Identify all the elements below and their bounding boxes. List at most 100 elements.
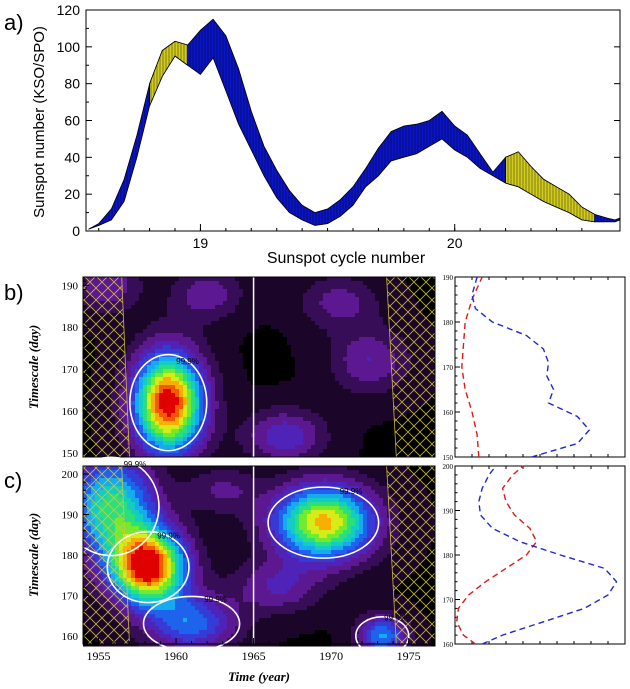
heatmap-cell	[263, 293, 268, 298]
heatmap-cell	[247, 321, 252, 326]
heatmap-cell	[311, 341, 316, 346]
heatmap-cell	[275, 293, 280, 298]
heatmap-cell	[219, 357, 224, 362]
heatmap-cell	[339, 305, 344, 310]
heatmap-cell	[311, 325, 316, 330]
heatmap-cell	[383, 317, 388, 322]
heatmap-cell	[215, 361, 220, 366]
heatmap-cell	[295, 369, 300, 374]
heatmap-cell	[131, 373, 136, 378]
heatmap-cell	[291, 397, 296, 402]
heatmap-cell	[151, 421, 156, 426]
heatmap-cell	[339, 433, 344, 438]
heatmap-cell	[359, 317, 364, 322]
heatmap-cell	[275, 289, 280, 294]
heatmap-cell	[343, 373, 348, 378]
heatmap-cell	[167, 341, 172, 346]
heatmap-cell	[315, 421, 320, 426]
heatmap-cell	[275, 417, 280, 422]
heatmap-cell	[147, 449, 152, 454]
heatmap-cell	[315, 301, 320, 306]
heatmap-cell	[131, 574, 136, 579]
heatmap-cell	[347, 393, 352, 398]
heatmap-cell	[295, 317, 300, 322]
side-ytick-label-1: 160	[443, 409, 454, 417]
heatmap-cell	[131, 333, 136, 338]
heatmap-cell	[387, 421, 392, 426]
heatmap-cell	[155, 566, 160, 571]
heatmap-cell	[383, 277, 388, 282]
heatmap-cell	[359, 421, 364, 426]
heatmap-cell	[231, 305, 236, 310]
heatmap-cell	[319, 429, 324, 434]
heatmap-cell	[195, 281, 200, 286]
heatmap-cell	[271, 401, 276, 406]
heatmap-cell	[227, 341, 232, 346]
heatmap-cell	[123, 297, 128, 302]
heatmap-cell	[295, 305, 300, 310]
heatmap-cell	[355, 409, 360, 414]
heatmap-cell	[295, 285, 300, 290]
heatmap-cell	[191, 281, 196, 286]
heatmap-cell	[367, 333, 372, 338]
heatmap-cell	[207, 401, 212, 406]
heatmap-cell	[151, 562, 156, 567]
heatmap-cell	[315, 445, 320, 450]
heatmap-cell	[371, 413, 376, 418]
heatmap-cell	[143, 542, 148, 547]
heatmap-cell	[383, 329, 388, 334]
heatmap-cell	[243, 293, 248, 298]
heatmap-cell	[331, 353, 336, 358]
heatmap-cell	[211, 409, 216, 414]
heatmap-cell	[143, 570, 148, 575]
heatmap-cell	[235, 397, 240, 402]
heatmap-cell	[191, 369, 196, 374]
heatmap-cell	[159, 474, 164, 479]
heatmap-cell	[319, 421, 324, 426]
heatmap-cell	[155, 586, 160, 591]
heatmap-cell	[375, 373, 380, 378]
heatmap-cell	[215, 377, 220, 382]
heatmap-cell	[171, 453, 176, 458]
heatmap-cell	[211, 337, 216, 342]
heatmap-cell	[135, 317, 140, 322]
heatmap-cell	[143, 357, 148, 362]
heatmap-cell	[371, 377, 376, 382]
heatmap-cell	[227, 345, 232, 350]
heatmap-cell	[363, 449, 368, 454]
heatmap-cell	[163, 405, 168, 410]
heatmap-cell	[195, 437, 200, 442]
heatmap-cell	[203, 409, 208, 414]
heatmap-cell	[131, 341, 136, 346]
heatmap-cell	[127, 558, 132, 563]
heatmap-cell	[231, 393, 236, 398]
heatmap-cell	[303, 293, 308, 298]
heatmap-cell	[187, 301, 192, 306]
heatmap-cell	[367, 357, 372, 362]
heatmap-cell	[139, 490, 144, 495]
side-ytick-label-4: 190	[443, 274, 454, 282]
heatmap-cell	[203, 381, 208, 386]
heatmap-cell	[147, 630, 152, 635]
heatmap-cell	[275, 453, 280, 458]
heatmap-cell	[183, 329, 188, 334]
heatmap-cell	[303, 413, 308, 418]
heatmap-cell	[159, 453, 164, 458]
heatmap-cell	[367, 281, 372, 286]
heatmap-cell	[323, 453, 328, 458]
heatmap-cell	[255, 317, 260, 322]
heatmap-cell	[327, 329, 332, 334]
heatmap-cell	[255, 397, 260, 402]
heatmap-cell	[171, 417, 176, 422]
heatmap-cell	[195, 305, 200, 310]
heatmap-cell	[243, 361, 248, 366]
heatmap-cell	[215, 405, 220, 410]
heatmap-cell	[335, 345, 340, 350]
heatmap-cell	[191, 449, 196, 454]
heatmap-cell	[343, 393, 348, 398]
heatmap-cell	[147, 582, 152, 587]
heatmap-cell	[327, 389, 332, 394]
heatmap-cell	[211, 417, 216, 422]
heatmap-cell	[159, 369, 164, 374]
heatmap-cell	[223, 361, 228, 366]
